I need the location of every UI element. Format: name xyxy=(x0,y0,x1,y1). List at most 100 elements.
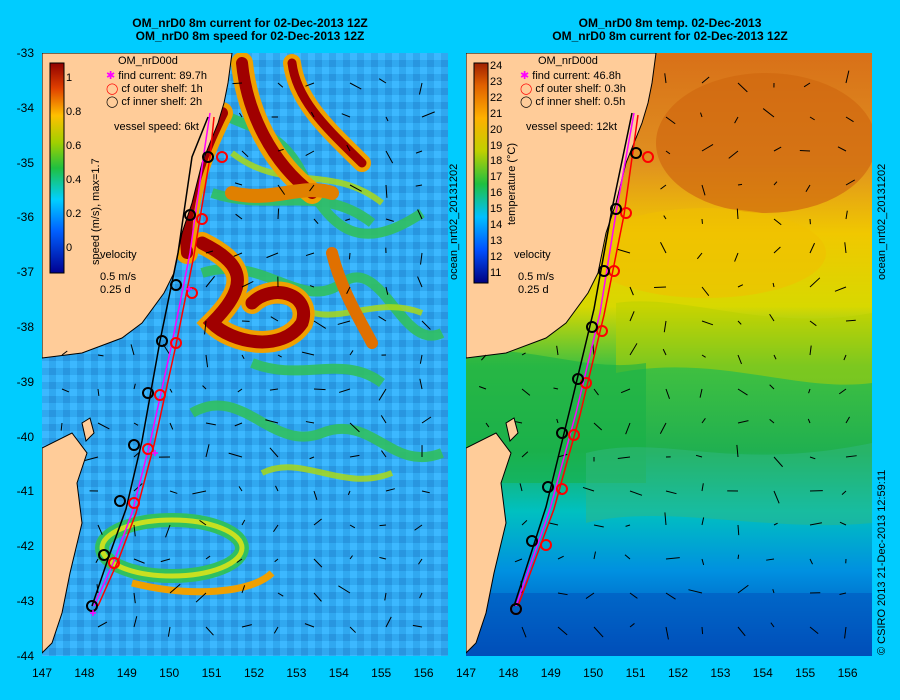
velocity-arrow xyxy=(130,344,135,356)
longitude-tick: 154 xyxy=(328,666,349,680)
speed-tick: 1 xyxy=(66,72,73,84)
velocity-arrow xyxy=(585,592,595,599)
longitude-tick: 150 xyxy=(159,666,180,680)
velocity-arrow xyxy=(313,320,327,329)
velocity-arrow xyxy=(346,286,351,295)
right-legend-find: ✱ find current: 46.8h xyxy=(520,70,621,82)
velocity-arrow xyxy=(273,626,279,634)
velocity-arrow xyxy=(97,524,103,535)
velocity-arrow xyxy=(773,490,780,504)
velocity-arrow xyxy=(95,558,99,563)
velocity-arrow xyxy=(701,354,706,358)
velocity-arrow xyxy=(701,418,706,424)
velocity-arrow xyxy=(845,70,850,84)
velocity-arrow xyxy=(277,208,280,220)
velocity-arrow xyxy=(557,555,564,560)
velocity-arrow xyxy=(169,490,178,494)
velocity-arrow xyxy=(337,320,351,325)
velocity-arrow xyxy=(803,82,811,88)
velocity-arrow xyxy=(620,388,631,394)
velocity-arrow xyxy=(773,181,778,186)
velocity-arrow xyxy=(205,444,210,458)
velocity-arrow xyxy=(701,286,710,296)
velocity-arrow xyxy=(809,522,822,526)
longitude-tick: 154 xyxy=(752,666,773,680)
velocity-arrow xyxy=(665,592,676,600)
velocity-arrow xyxy=(737,183,743,186)
longitude-tick: 153 xyxy=(710,666,731,680)
longitude-tick: 151 xyxy=(625,666,646,680)
longitude-tick: 156 xyxy=(413,666,434,680)
temp-tick: 16 xyxy=(490,187,503,200)
velocity-arrow xyxy=(521,388,531,396)
velocity-arrow xyxy=(349,555,353,560)
velocity-arrow xyxy=(845,319,856,322)
velocity-arrow xyxy=(385,616,392,628)
velocity-arrow xyxy=(266,252,279,259)
velocity-arrow xyxy=(734,252,739,262)
latitude-tick: -38 xyxy=(16,320,34,334)
velocity-arrow xyxy=(582,486,595,492)
velocity-arrow xyxy=(241,624,252,628)
velocity-arrow xyxy=(617,248,631,254)
velocity-arrow xyxy=(593,524,604,528)
speed-tick: 0.6 xyxy=(66,140,82,152)
velocity-arrow xyxy=(688,589,703,594)
velocity-arrow xyxy=(665,150,671,155)
velocity-arrow xyxy=(205,555,211,560)
velocity-arrow xyxy=(664,73,667,84)
velocity-arrow xyxy=(557,626,568,636)
velocity-arrow xyxy=(169,583,181,594)
velocity-arrow xyxy=(277,354,282,358)
velocity-arrow xyxy=(165,524,171,538)
latitude-tick: -41 xyxy=(16,484,34,499)
velocity-arrow xyxy=(629,286,634,296)
latitude-tick: -34 xyxy=(16,100,34,115)
velocity-arrow xyxy=(773,354,777,360)
velocity-arrow xyxy=(805,184,811,193)
velocity-arrow xyxy=(419,354,423,364)
right-legend-inner: ◯ cf inner shelf: 0.5h xyxy=(520,96,626,108)
velocity-arrow xyxy=(772,589,775,594)
velocity-arrow xyxy=(844,242,847,254)
velocity-arrow xyxy=(514,558,523,563)
left-title-line2: OM_nrD0 8m speed for 02-Dec-2013 12Z xyxy=(135,29,365,43)
velocity-arrow xyxy=(665,626,669,640)
temp-tick: 20 xyxy=(490,123,503,136)
velocity-arrow xyxy=(309,285,315,288)
velocity-arrow xyxy=(349,350,354,356)
velocity-arrow xyxy=(274,558,279,563)
temp-tick: 24 xyxy=(490,60,503,72)
velocity-arrow xyxy=(192,490,207,495)
left-vessel-speed: vessel speed: 6kt xyxy=(114,121,199,133)
velocity-arrow xyxy=(557,592,568,596)
speed-colorbar-ticks: 1 0.8 0.6 0.4 0.2 0 xyxy=(66,61,81,265)
speed-tick: 0.4 xyxy=(66,174,82,186)
right-title-line1: OM_nrD0 8m temp. 02-Dec-2013 xyxy=(578,16,762,30)
velocity-arrow xyxy=(809,242,816,254)
velocity-arrow xyxy=(202,385,207,390)
velocity-arrow xyxy=(269,447,279,458)
velocity-arrow xyxy=(845,455,857,458)
velocity-arrow xyxy=(625,422,631,435)
velocity-arrow xyxy=(265,419,279,424)
velocity-arrow xyxy=(665,490,677,495)
velocity-arrow xyxy=(737,626,746,637)
longitude-tick: 155 xyxy=(371,666,392,680)
velocity-arrow xyxy=(97,621,108,628)
velocity-arrow xyxy=(701,626,704,635)
velocity-arrow xyxy=(169,422,174,430)
longitude-tick: 148 xyxy=(74,666,95,680)
velocity-arrow xyxy=(769,419,775,424)
velocity-arrow xyxy=(205,626,214,636)
temp-tick: 14 xyxy=(490,219,503,232)
velocity-arrow xyxy=(347,490,351,496)
velocity-arrow xyxy=(349,82,362,90)
longitude-tick: 152 xyxy=(667,666,689,680)
velocity-arrow xyxy=(241,519,246,526)
velocity-arrow xyxy=(736,444,739,458)
right-legend-outer: ◯ cf outer shelf: 0.3h xyxy=(520,83,626,95)
velocity-arrow xyxy=(736,208,739,220)
velocity-arrow xyxy=(700,112,703,118)
velocity-arrow xyxy=(662,348,667,356)
